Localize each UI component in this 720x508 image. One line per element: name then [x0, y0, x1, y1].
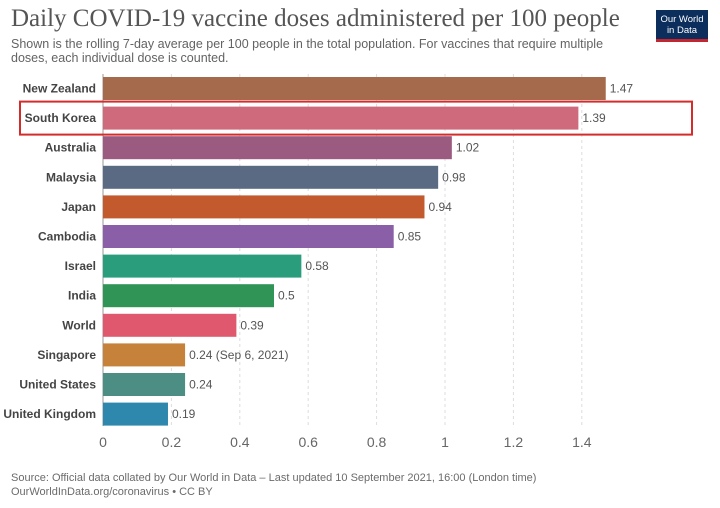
category-label: Singapore: [37, 348, 96, 362]
license-link[interactable]: OurWorldInData.org/coronavirus • CC BY: [11, 486, 213, 498]
bar-row[interactable]: United States 0.24: [19, 373, 213, 396]
bar-row[interactable]: India 0.5: [68, 284, 295, 308]
value-label: 0.19: [172, 407, 196, 421]
bar-row[interactable]: New Zealand 1.47: [23, 77, 634, 100]
value-label: 1.47: [610, 82, 634, 96]
bar-row[interactable]: Malaysia 0.98: [46, 165, 466, 189]
x-tick-label: 0.6: [298, 434, 318, 450]
value-label: 0.85: [398, 230, 422, 244]
category-label: World: [62, 318, 96, 332]
bars: New Zealand 1.47 South Korea 1.39 Australia 1…: [3, 77, 633, 426]
bar-row[interactable]: Australia 1.02: [45, 136, 480, 160]
highlight-box: [19, 100, 693, 136]
bar-row[interactable]: South Korea 1.39: [25, 106, 606, 130]
category-label: Cambodia: [38, 230, 96, 244]
value-label: 0.94: [428, 200, 452, 214]
bar[interactable]: [103, 165, 439, 189]
category-label: Malaysia: [46, 170, 96, 184]
x-axis: 0 0.2 0.4 0.6 0.8 1 1.2 1.4: [99, 434, 592, 450]
category-label: South Korea: [25, 111, 97, 125]
gridlines: [102, 74, 583, 426]
bar-row[interactable]: World 0.39: [62, 313, 264, 337]
x-tick-label: 1.2: [504, 434, 524, 450]
bar[interactable]: [103, 195, 425, 219]
bar-row[interactable]: United Kingdom 0.19: [3, 402, 196, 426]
bar[interactable]: [103, 313, 237, 337]
value-label: 0.98: [442, 170, 466, 184]
logo-line-1: Our World: [660, 14, 704, 25]
bar[interactable]: [103, 225, 394, 248]
source-note: Source: Official data collated by Our Wo…: [11, 472, 537, 484]
chart-subtitle: Shown is the rolling 7-day average per 1…: [11, 37, 604, 65]
x-tick-label: 0.8: [367, 434, 387, 450]
x-tick-label: 0.2: [162, 434, 182, 450]
x-tick-label: 1.4: [572, 434, 592, 450]
value-label: 0.24 (Sep 6, 2021): [189, 348, 288, 362]
bar-row[interactable]: Israel 0.58: [65, 254, 329, 278]
bar[interactable]: [103, 106, 579, 130]
value-label: 0.39: [240, 318, 264, 332]
category-label: New Zealand: [23, 82, 96, 96]
chart-title: Daily COVID-19 vaccine doses administere…: [11, 5, 620, 32]
value-label: 0.24: [189, 378, 213, 392]
logo-accent-bar: [656, 39, 708, 42]
bar[interactable]: [103, 343, 186, 367]
category-label: Israel: [65, 259, 96, 273]
x-tick-label: 1: [441, 434, 449, 450]
category-label: Australia: [45, 141, 97, 155]
bar-chart: New Zealand 1.47 South Korea 1.39 Australia 1…: [3, 74, 693, 450]
bar-row[interactable]: Japan 0.94: [61, 195, 452, 219]
value-label: 0.58: [305, 259, 329, 273]
value-label: 1.02: [456, 141, 480, 155]
bar[interactable]: [103, 136, 452, 160]
bar[interactable]: [103, 77, 606, 100]
bar[interactable]: [103, 254, 302, 278]
category-label: United States: [19, 378, 96, 392]
category-label: Japan: [61, 200, 96, 214]
value-label: 0.5: [278, 289, 295, 303]
highlight-layer: [19, 100, 693, 136]
logo-line-2: in Data: [666, 25, 698, 36]
bar[interactable]: [103, 402, 168, 426]
footer: Source: Official data collated by Our Wo…: [11, 471, 536, 499]
bar-row[interactable]: Cambodia 0.85: [38, 225, 421, 248]
bar-row[interactable]: Singapore 0.24 (Sep 6, 2021): [37, 343, 288, 367]
bar[interactable]: [103, 284, 274, 308]
x-tick-label: 0.4: [230, 434, 250, 450]
value-label: 1.39: [582, 111, 606, 125]
owid-logo[interactable]: Our World in Data: [656, 10, 708, 42]
category-label: United Kingdom: [3, 407, 96, 421]
x-tick-label: 0: [99, 434, 107, 450]
bar[interactable]: [103, 373, 186, 396]
category-label: India: [68, 289, 96, 303]
